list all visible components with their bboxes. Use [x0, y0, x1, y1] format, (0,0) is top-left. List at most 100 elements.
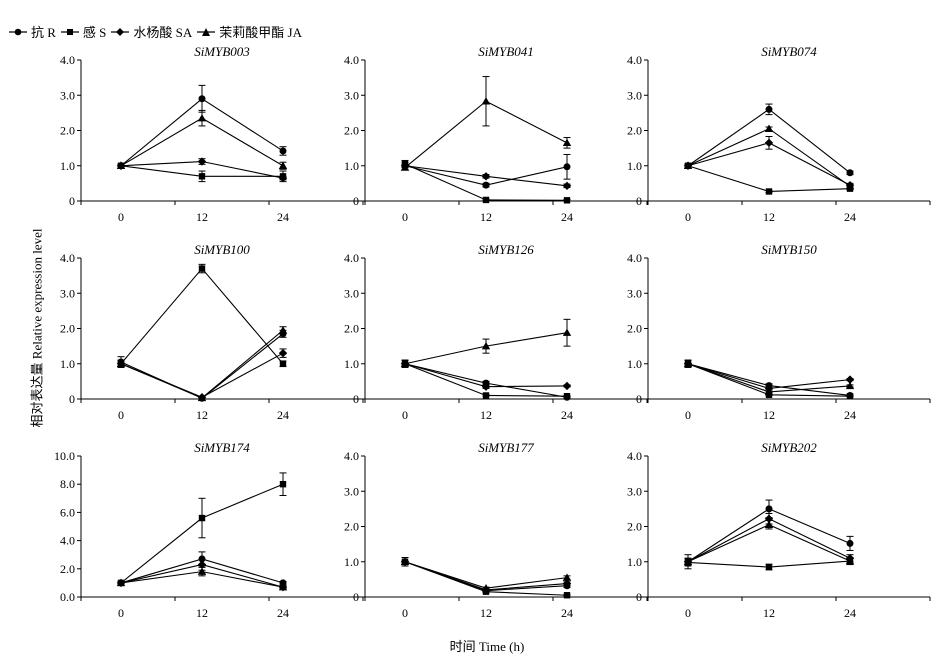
panel-2-ytick-label: 1.0 [344, 159, 359, 173]
panel-7-point-triangle [116, 578, 126, 587]
panel-9-xtick-label: 24 [844, 606, 856, 620]
panel-3-ytick-label: 2.0 [627, 124, 642, 138]
panel-1-ytick-label: 3.0 [60, 88, 75, 102]
panel-8-title: SiMYB177 [478, 440, 534, 455]
panel-7-xtick-label: 0 [118, 606, 124, 620]
panel-3-xtick-label: 0 [685, 210, 691, 224]
panel-3-ytick-label: 3.0 [627, 88, 642, 102]
panel-7-point-triangle [278, 582, 288, 591]
panel-1-point-square [198, 173, 206, 180]
panel-6-point-triangle [764, 387, 774, 396]
circle-marker-icon [9, 28, 27, 35]
panel-3-ytick-label: 1.0 [627, 159, 642, 173]
panel-1-xtick-label: 0 [118, 210, 124, 224]
panel-2-point-diamond [481, 172, 491, 181]
panel-4-point-triangle [278, 326, 288, 334]
panel-1-xtick-label: 12 [196, 210, 208, 224]
legend: 抗 R 感 S 水杨酸 SA 茉莉酸甲酯 JA [8, 22, 306, 41]
panel-2-ytick-label: 4.0 [344, 53, 359, 67]
panel-2-ytick-label: 2.0 [344, 124, 359, 138]
panel-9-xtick-label: 12 [763, 606, 775, 620]
panel-9-series-line-4 [687, 524, 851, 563]
panel-2-xtick-label: 0 [402, 210, 408, 224]
panel-3-point-diamond [764, 138, 774, 148]
panel-7-ytick-label: 2.0 [60, 562, 75, 576]
panel-3-point-triangle [764, 124, 774, 132]
panel-4-series-line-4 [120, 329, 284, 399]
panel-7-point-square [279, 481, 287, 488]
panel-3-xtick-label: 12 [763, 210, 775, 224]
panel-4-ytick-label: 2.0 [60, 322, 75, 336]
panel-6-point-diamond [845, 375, 855, 384]
panel-2-point-circle [563, 163, 571, 171]
panel-3-point-circle [846, 169, 854, 177]
panel-5-ytick-label: 1.0 [344, 357, 359, 371]
panel-6-point-triangle [845, 381, 855, 390]
panel-2-xtick-label: 12 [480, 210, 492, 224]
panel-2-xtick-label: 24 [561, 210, 573, 224]
panel-7-xtick-label: 12 [196, 606, 208, 620]
panel-6-ytick-label: 0 [636, 392, 642, 406]
panel-6-point-square [846, 392, 854, 400]
panel-4-point-triangle [116, 359, 126, 367]
panel-4-series-line-3 [120, 352, 284, 398]
panel-6-ytick-label: 3.0 [627, 286, 642, 300]
panel-1-point-diamond [278, 173, 288, 183]
panel-2-title: SiMYB041 [478, 44, 534, 59]
panel-5-xtick-label: 0 [402, 408, 408, 422]
panel-1-point-diamond [197, 157, 207, 166]
panel-6-point-triangle [683, 359, 693, 367]
panel-7-ytick-label: 10.0 [54, 449, 75, 463]
panel-4-series-line-2 [120, 267, 284, 365]
panel-8-point-square [563, 592, 571, 599]
legend-label-ja: 茉莉酸甲酯 JA [219, 25, 302, 40]
panel-7-point-diamond [197, 560, 207, 569]
panel-1-point-circle [279, 147, 287, 155]
panel-6-ytick-label: 4.0 [627, 251, 642, 265]
panel-9-point-circle [765, 505, 773, 513]
panel-2-point-square [563, 197, 571, 204]
legend-item-ja: 茉莉酸甲酯 JA [196, 22, 302, 41]
panel-7-point-triangle [197, 567, 207, 575]
panel-8-xtick-label: 24 [561, 606, 573, 620]
panel-9-ytick-label: 2.0 [627, 520, 642, 534]
panel-4-xtick-label: 0 [118, 408, 124, 422]
panel-9-point-triangle [764, 520, 774, 528]
panel-1-ytick-label: 2.0 [60, 124, 75, 138]
panel-1-title: SiMYB003 [194, 44, 250, 59]
panel-6-xtick-label: 24 [844, 408, 856, 422]
panel-5-xtick-label: 12 [480, 408, 492, 422]
panel-5-point-triangle [400, 359, 410, 367]
panel-4-ytick-label: 0 [69, 392, 75, 406]
panel-9-point-triangle [683, 557, 693, 565]
panel-7-ytick-label: 8.0 [60, 477, 75, 491]
legend-label-r: 抗 R [31, 25, 56, 40]
panel-1-point-triangle [197, 113, 207, 122]
panel-6-xtick-label: 0 [685, 408, 691, 422]
panel-5-ytick-label: 2.0 [344, 322, 359, 336]
panel-4-point-diamond [278, 348, 288, 358]
panel-3-point-triangle [845, 181, 855, 190]
panel-1-ytick-label: 4.0 [60, 53, 75, 67]
panel-5-point-square [563, 392, 571, 400]
panel-7-ytick-label: 0.0 [60, 590, 75, 604]
panel-4-ytick-label: 1.0 [60, 357, 75, 371]
panel-6-ytick-label: 2.0 [627, 322, 642, 336]
panel-4-point-triangle [197, 393, 207, 402]
panel-5-ytick-label: 4.0 [344, 251, 359, 265]
triangle-marker-icon [197, 27, 216, 36]
legend-item-sa: 水杨酸 SA [110, 22, 192, 41]
panel-2-point-diamond [562, 181, 572, 191]
panel-5-xtick-label: 24 [561, 408, 573, 422]
square-marker-icon [60, 28, 79, 35]
legend-label-sa: 水杨酸 SA [133, 25, 193, 40]
panel-5-point-diamond [562, 381, 572, 391]
panel-8-point-diamond [562, 579, 572, 588]
panel-7-point-square [198, 514, 206, 522]
panel-1-point-triangle [278, 161, 288, 169]
panel-3-xtick-label: 24 [844, 210, 856, 224]
x-axis-label: 时间 Time (h) [449, 639, 525, 654]
panel-2-point-square [482, 196, 490, 204]
panel-4-xtick-label: 24 [277, 408, 289, 422]
